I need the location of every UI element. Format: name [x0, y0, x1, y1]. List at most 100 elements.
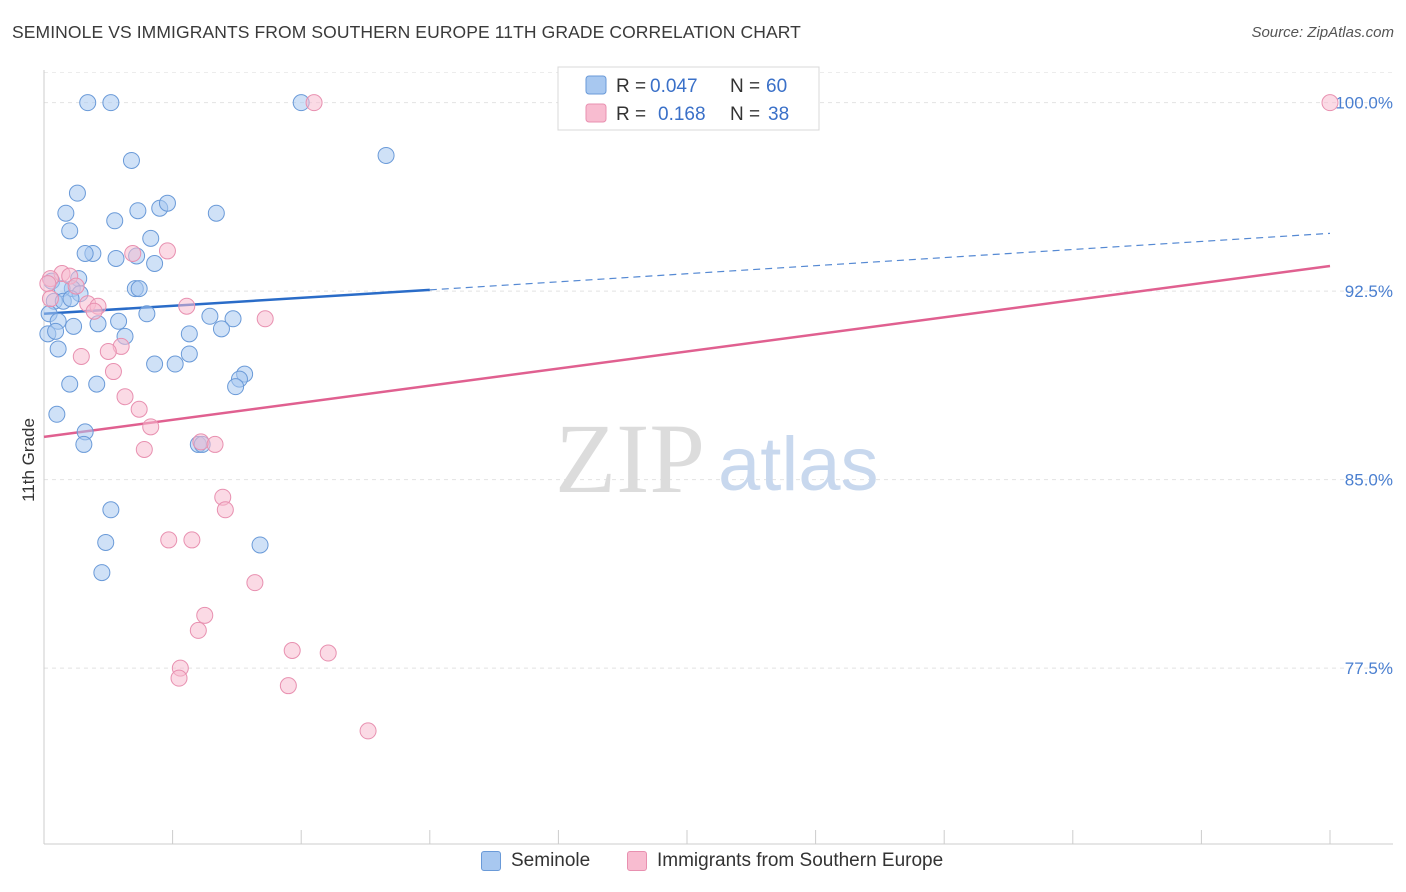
point-s0-48	[227, 378, 245, 396]
point-s0-16	[146, 255, 164, 272]
point-s0-59	[158, 194, 176, 212]
point-s0-22	[130, 280, 148, 298]
watermark-atlas: atlas	[718, 422, 879, 507]
point-s1-7	[39, 275, 57, 293]
point-s1-13	[256, 310, 274, 328]
point-s0-12	[142, 229, 160, 247]
legend-n-label-1: N =	[730, 76, 760, 97]
point-s0-46	[61, 375, 79, 393]
y-axis-label: 11th Grade	[19, 418, 38, 502]
scatter-plot: ZIP atlas 77.5%85.0%92.5%100.0% 0.0%100.…	[19, 66, 1393, 845]
legend-top: R = 0.047 N = 60 R = 0.168 N = 38	[557, 66, 820, 131]
point-s0-56	[251, 536, 269, 554]
trend-line-seminole-dashed	[429, 232, 1331, 291]
point-s0-51	[75, 435, 93, 453]
y-tick-labels: 77.5% 85.0% 92.5% 100.0%	[1335, 94, 1393, 678]
y-tick-label-1: 85.0%	[1345, 471, 1393, 490]
point-s1-10	[178, 297, 196, 315]
point-s0-7	[129, 202, 147, 220]
point-s0-57	[93, 564, 111, 582]
point-s1-2	[158, 242, 176, 260]
legend-swatch-seminole-bottom	[481, 851, 501, 871]
point-s0-49	[48, 405, 66, 423]
point-s1-27	[183, 531, 201, 549]
point-s1-17	[104, 363, 122, 381]
point-s0-40	[49, 340, 67, 358]
point-s1-36	[359, 722, 377, 740]
point-s0-30	[110, 312, 128, 330]
point-s1-25	[216, 501, 234, 519]
y-tick-label-3: 100.0%	[1335, 94, 1393, 113]
legend-r-value-2: 0.168	[658, 104, 706, 125]
point-s0-55	[97, 533, 115, 551]
point-s0-35	[212, 320, 230, 338]
point-s0-33	[201, 307, 219, 325]
point-s1-20	[142, 418, 160, 436]
point-s0-11	[61, 222, 79, 240]
point-s1-31	[283, 642, 301, 659]
y-tick-label-0: 77.5%	[1345, 659, 1393, 678]
point-s1-11	[41, 290, 59, 308]
point-s0-42	[146, 355, 164, 373]
point-s1-35	[279, 677, 297, 695]
point-s1-34	[170, 669, 188, 687]
legend-r-value-1: 0.047	[650, 76, 698, 97]
chart-source: Source: ZipAtlas.com	[1251, 24, 1394, 41]
trend-lines	[43, 232, 1331, 439]
axes	[43, 70, 1393, 845]
point-s0-34	[224, 310, 242, 328]
point-s0-37	[47, 322, 65, 340]
trend-line-immigrants	[43, 264, 1331, 439]
watermark: ZIP atlas	[555, 403, 879, 514]
point-s1-37	[67, 277, 85, 295]
point-s0-32	[65, 317, 83, 335]
legend-label-seminole: Seminole	[511, 850, 591, 871]
point-s0-14	[76, 244, 94, 262]
point-s1-3	[124, 244, 142, 262]
legend-r-label-1: R =	[616, 76, 646, 97]
point-s1-30	[189, 621, 207, 639]
legend-r-label-2: R =	[616, 104, 646, 125]
point-s0-38	[180, 325, 198, 343]
y-tick-label-2: 92.5%	[1345, 282, 1393, 301]
point-s1-29	[196, 606, 214, 624]
point-s0-3	[377, 146, 395, 164]
point-s0-41	[180, 345, 198, 363]
watermark-zip: ZIP	[555, 403, 705, 514]
point-s0-4	[122, 151, 140, 169]
point-s1-26	[160, 531, 178, 549]
data-points	[39, 94, 1339, 740]
point-s0-28	[138, 305, 156, 323]
legend-label-immigrants: Immigrants from Southern Europe	[657, 850, 944, 871]
point-s0-6	[57, 204, 75, 222]
legend-item-seminole: Seminole	[481, 850, 590, 872]
point-s0-5	[68, 184, 86, 202]
point-s1-19	[130, 400, 148, 418]
point-s1-16	[72, 347, 90, 365]
point-s0-15	[107, 249, 125, 267]
point-s0-54	[102, 501, 120, 519]
trend-line-seminole	[43, 288, 430, 316]
legend-swatch-immigrants-bottom	[627, 851, 647, 871]
legend-n-value-2: 38	[768, 104, 789, 125]
point-s0-1	[102, 94, 120, 112]
legend-n-label-2: N =	[730, 104, 760, 125]
point-s1-18	[116, 388, 134, 406]
point-s1-1	[1321, 94, 1339, 112]
point-s0-10	[106, 212, 124, 230]
point-s1-12	[85, 302, 103, 320]
point-s0-47	[88, 375, 106, 393]
point-s0-0	[79, 94, 97, 112]
point-s1-32	[319, 644, 337, 662]
legend-swatch-immigrants	[585, 103, 607, 123]
legend-item-immigrants: Immigrants from Southern Europe	[627, 850, 943, 872]
point-s1-23	[135, 440, 153, 458]
bottom-legend: Seminole Immigrants from Southern Europe	[0, 850, 1406, 880]
point-s0-43	[166, 355, 184, 373]
point-s1-21	[192, 433, 210, 451]
point-s0-9	[207, 204, 225, 222]
legend-n-value-1: 60	[766, 76, 787, 97]
point-s1-22	[206, 435, 224, 453]
point-s1-15	[99, 342, 117, 360]
point-s1-28	[246, 574, 264, 592]
